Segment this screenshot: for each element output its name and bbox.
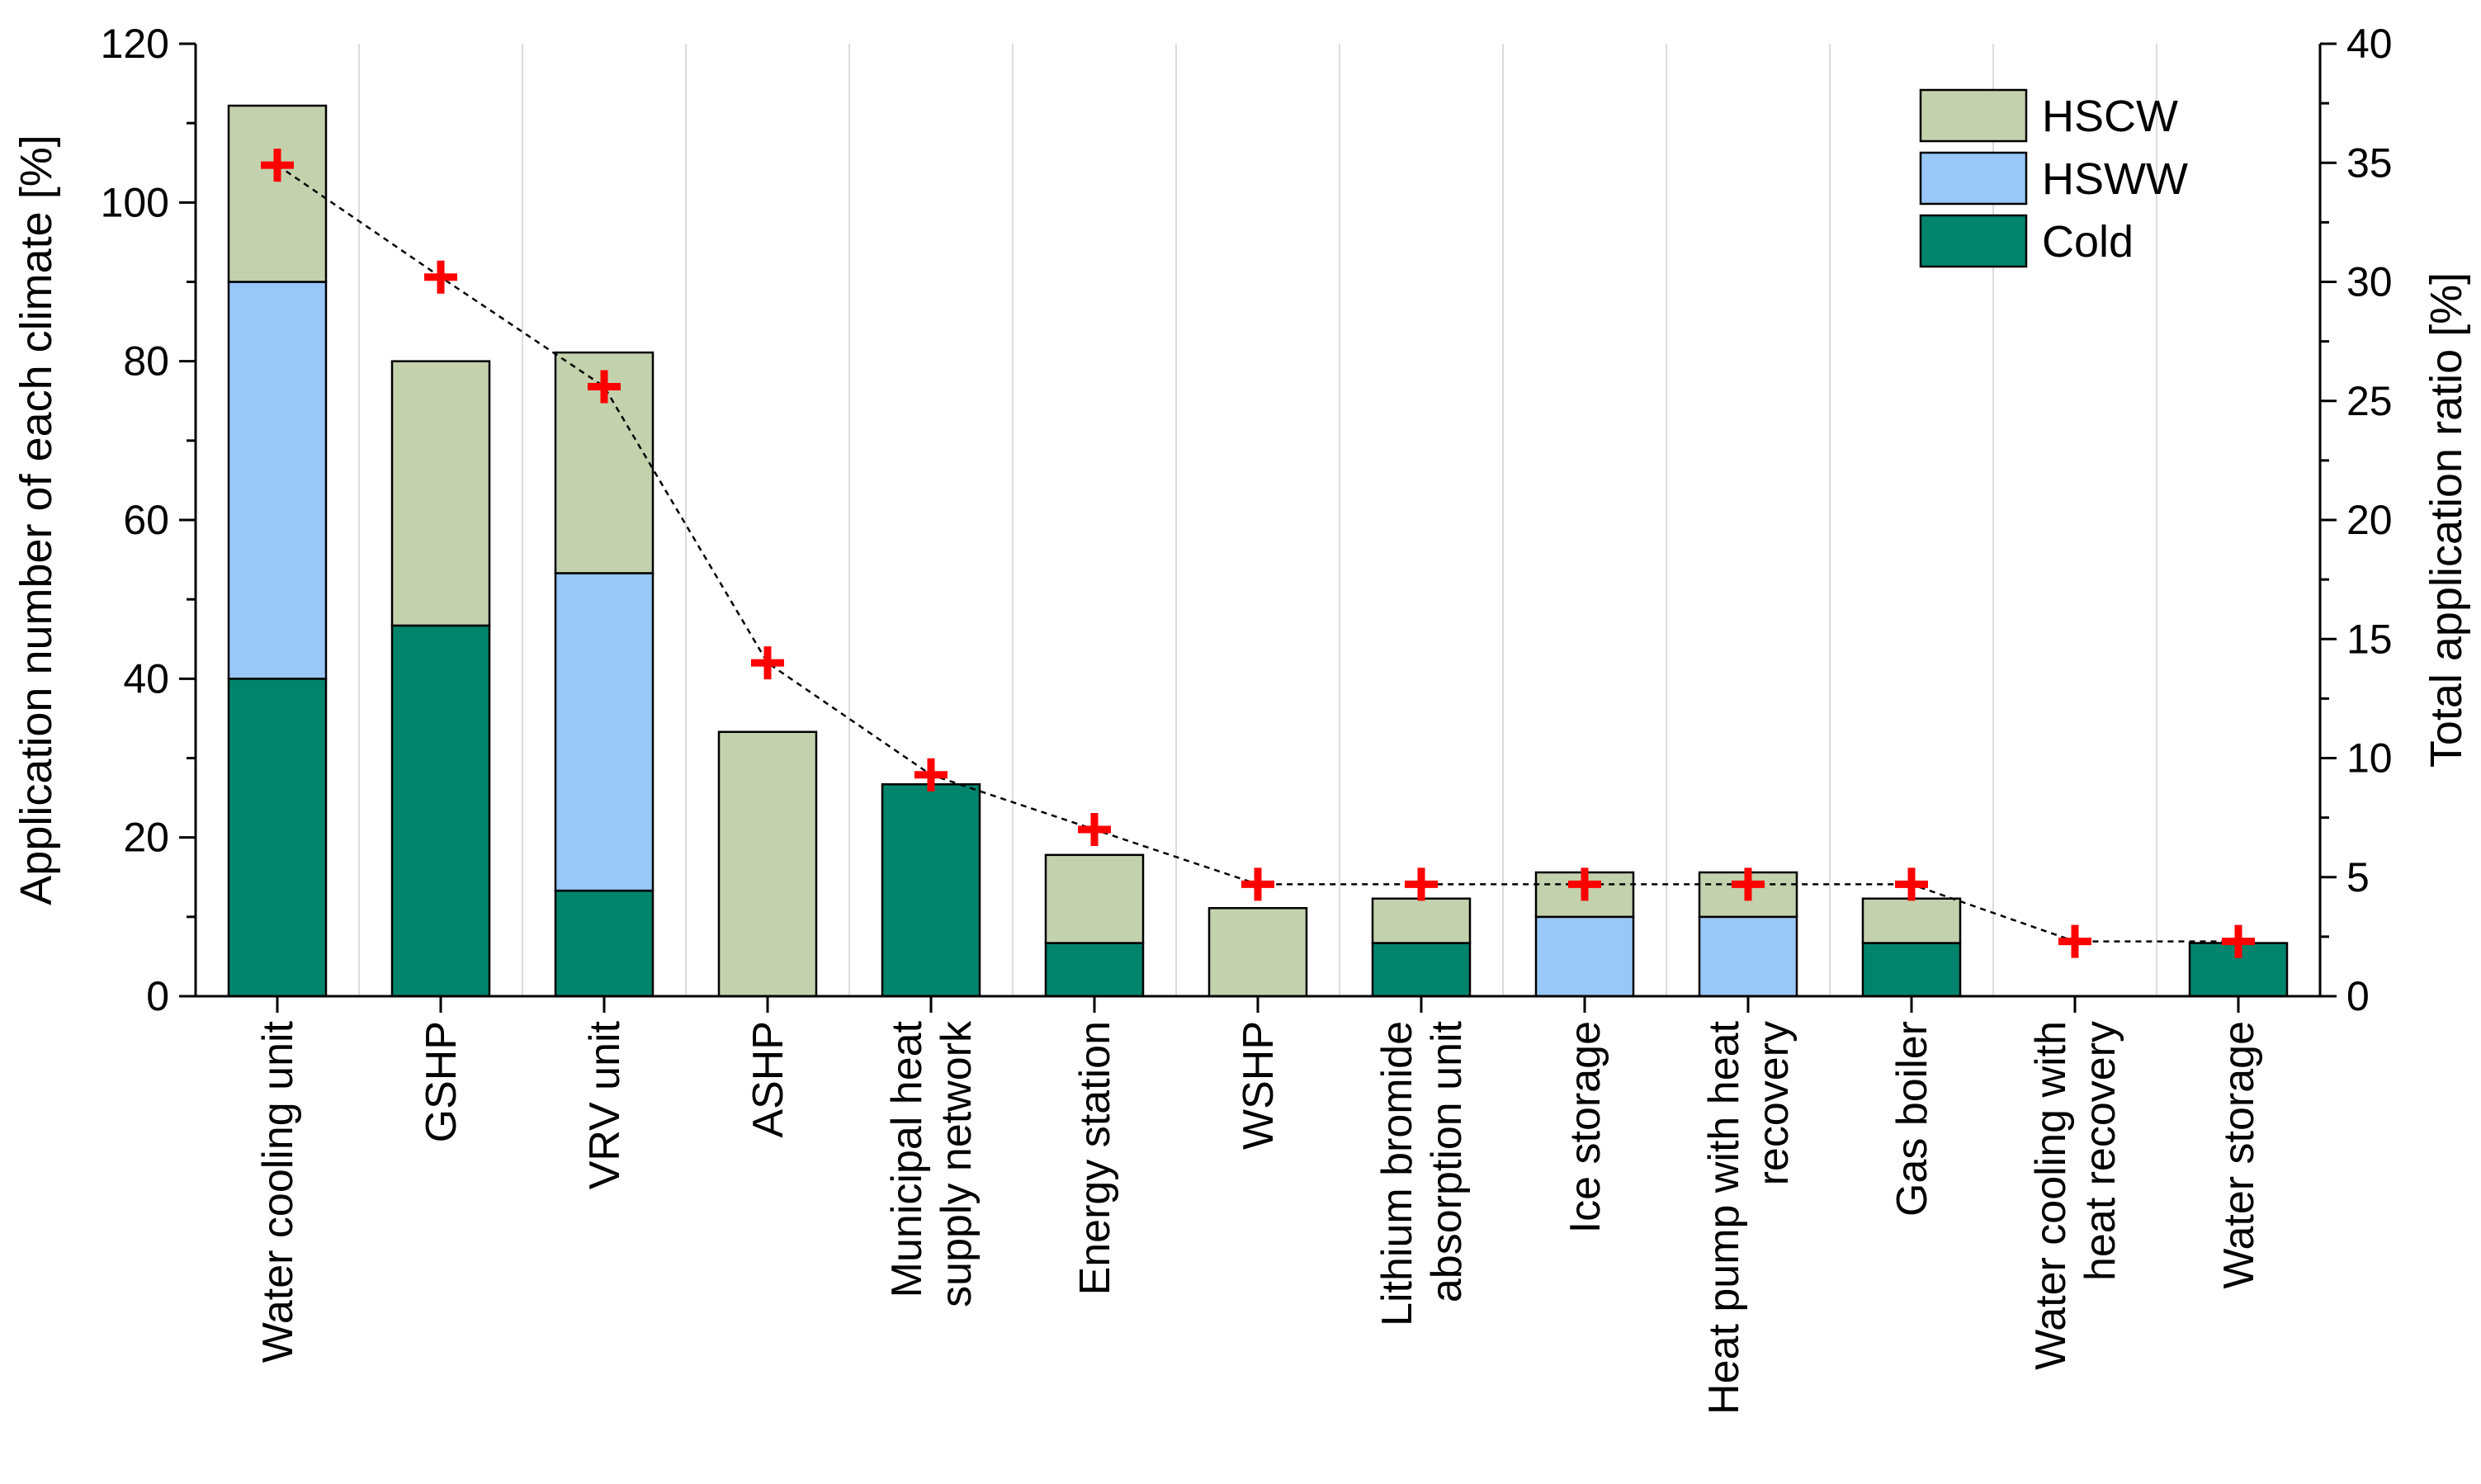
bar-hsww-9 [1698, 915, 1798, 998]
left-tick-label: 120 [101, 21, 169, 67]
bars [227, 104, 2289, 998]
bar-hscw-7 [1371, 897, 1472, 944]
bar-hscw-3 [717, 730, 818, 998]
bar-hsww-0 [227, 281, 328, 680]
right-tick-label: 0 [2346, 973, 2370, 1019]
category-label-7: Lithium bromide [1373, 1021, 1421, 1326]
category-label-4: supply network [933, 1020, 981, 1307]
right-tick-label: 5 [2346, 854, 2370, 900]
category-label-1: GSHP [418, 1021, 465, 1142]
category-label-2: VRV unit [581, 1020, 629, 1189]
total-ratio-marker-5 [1078, 813, 1111, 847]
left-tick-label: 0 [146, 973, 169, 1019]
axes [179, 42, 2337, 1013]
category-label-10: Gas boiler [1888, 1021, 1936, 1217]
category-label-9: recovery [1750, 1021, 1798, 1185]
y-axis-right-title: Total application ratio [%] [2422, 272, 2471, 768]
bar-hscw-10 [1861, 897, 1962, 944]
right-tick-label: 30 [2346, 259, 2393, 305]
left-tick-label: 40 [123, 655, 169, 702]
bar-cold-4 [881, 782, 981, 998]
category-label-7: absorption unit [1423, 1020, 1471, 1302]
left-tick-label: 100 [101, 179, 169, 225]
right-tick-label: 25 [2346, 378, 2393, 424]
left-tick-label: 80 [123, 338, 169, 385]
legend-swatch-hscw [1919, 88, 2028, 143]
total-ratio-marker-1 [424, 260, 457, 294]
category-label-4: Municipal heat [883, 1020, 931, 1297]
legend-swatch-cold [1919, 214, 2028, 268]
total-ratio-marker-12 [2222, 924, 2255, 958]
legend: HSCW HSWW Cold [1919, 88, 2188, 268]
total-ratio-marker-0 [261, 149, 294, 182]
left-tick-label: 20 [123, 815, 169, 861]
right-tick-label: 10 [2346, 735, 2393, 782]
category-label-0: Water cooling unit [254, 1020, 302, 1363]
total-ratio-marker-8 [1568, 867, 1601, 901]
legend-label-hscw: HSCW [2042, 92, 2178, 141]
bar-hscw-1 [390, 360, 491, 627]
legend-swatch-hsww [1919, 151, 2028, 206]
category-label-6: WSHP [1235, 1021, 1283, 1150]
total-ratio-marker-9 [1732, 867, 1765, 901]
right-tick-label: 40 [2346, 21, 2393, 67]
left-tick-label: 60 [123, 497, 169, 543]
category-label-5: Energy station [1071, 1021, 1119, 1295]
bar-cold-7 [1371, 942, 1472, 998]
total-ratio-marker-11 [2058, 924, 2091, 958]
y-axis-title: Application number of each climate [%] [12, 135, 61, 905]
total-ratio-line [261, 149, 2255, 958]
total-ratio-marker-7 [1405, 867, 1438, 901]
total-ratio-marker-3 [751, 646, 784, 680]
bar-cold-0 [227, 678, 328, 998]
category-label-9: Heat pump with heat [1700, 1020, 1748, 1414]
labels: 0 20 40 60 80 100 120 0 5 10 15 20 25 30 35 40 Water coo… [12, 21, 2471, 1415]
legend-label-cold: Cold [2042, 217, 2134, 267]
bar-hscw-5 [1044, 853, 1145, 944]
total-ratio-marker-6 [1241, 867, 1274, 901]
legend-label-hsww: HSWW [2042, 154, 2188, 204]
bar-cold-1 [390, 624, 491, 998]
total-ratio-marker-10 [1895, 867, 1928, 901]
category-label-12: Water storage [2215, 1021, 2263, 1289]
bar-hscw-6 [1207, 907, 1308, 998]
category-label-11: Water cooling with [2027, 1021, 2075, 1370]
bar-hsww-2 [554, 572, 655, 892]
total-ratio-marker-4 [914, 758, 948, 792]
right-tick-label: 35 [2346, 139, 2393, 186]
bar-hscw-0 [227, 104, 328, 283]
category-label-3: ASHP [744, 1021, 792, 1138]
right-tick-label: 15 [2346, 616, 2393, 662]
bar-cold-5 [1044, 942, 1145, 998]
right-tick-label: 20 [2346, 497, 2393, 543]
category-label-11: heat recovery [2077, 1021, 2124, 1281]
bar-cold-10 [1861, 942, 1962, 998]
bar-cold-2 [554, 889, 655, 998]
category-label-8: Ice storage [1562, 1021, 1609, 1233]
bar-hsww-8 [1534, 915, 1635, 998]
total-ratio-marker-2 [588, 370, 621, 404]
